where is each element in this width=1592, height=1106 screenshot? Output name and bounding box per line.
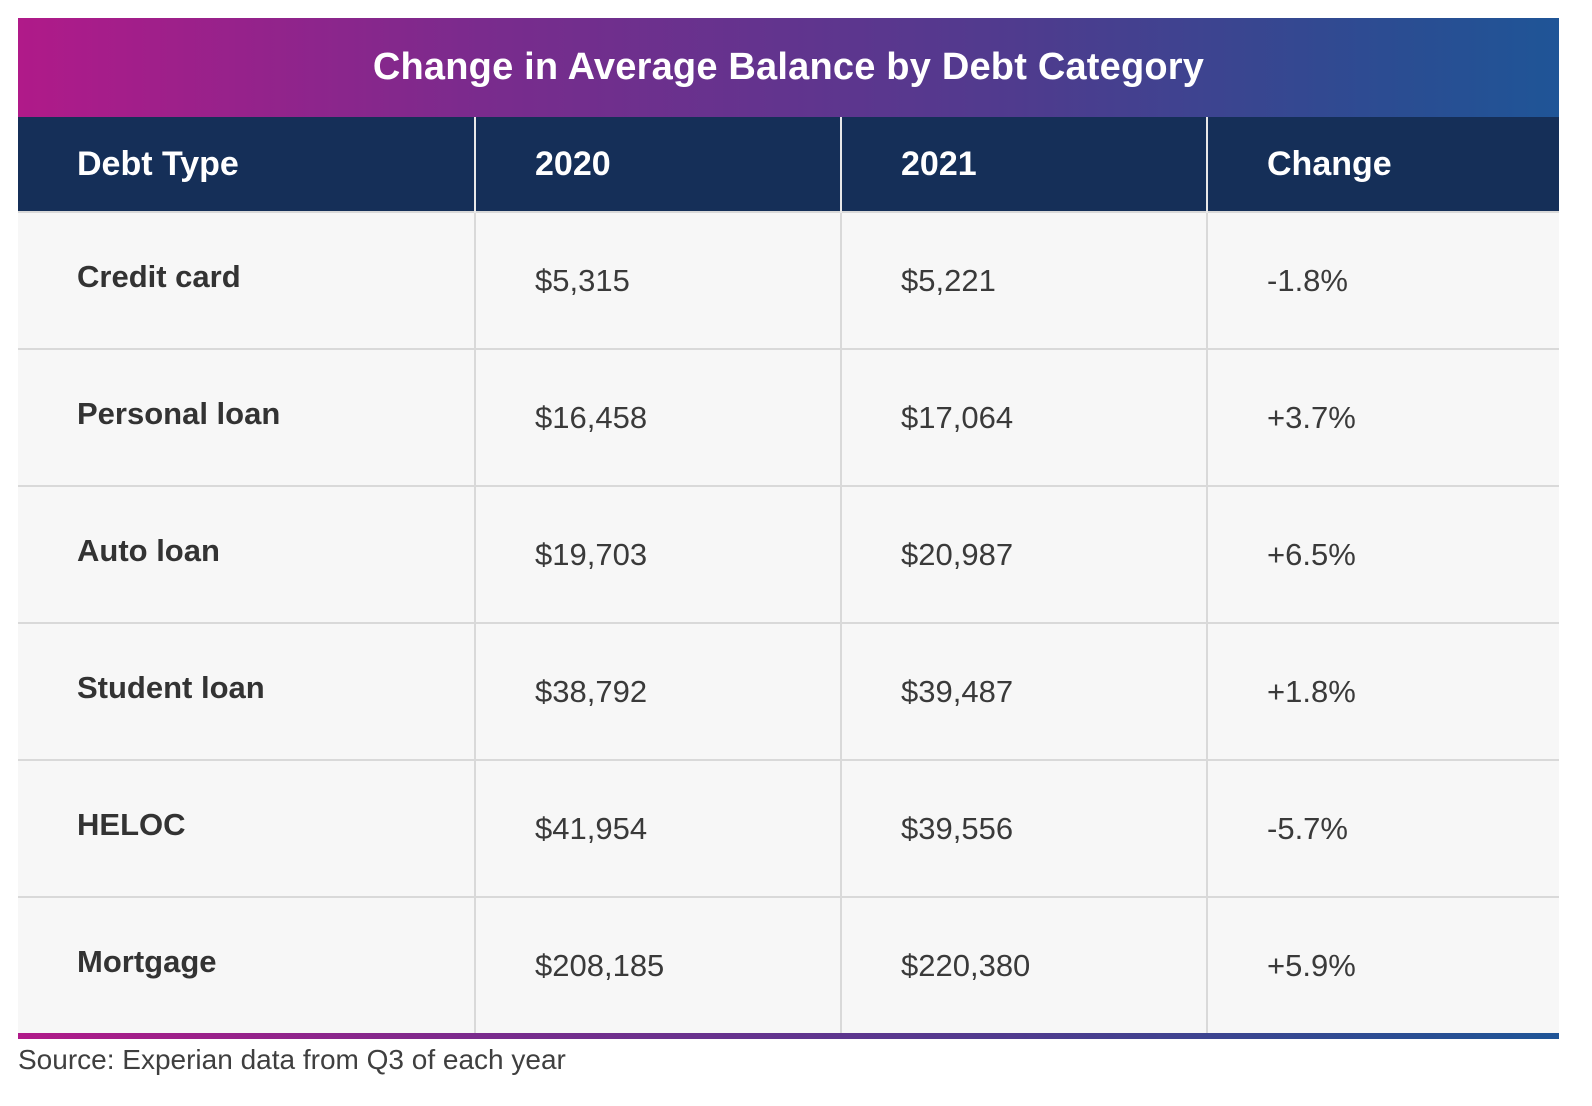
column-header-2020: 2020 [474, 117, 841, 212]
debt-type-cell: Credit card [18, 211, 475, 349]
debt-type-cell: HELOC [18, 759, 475, 897]
change-cell: -1.8% [1206, 211, 1559, 349]
column-header-2021: 2021 [840, 117, 1207, 212]
table-row: Personal loan $16,458 $17,064 +3.7% [18, 348, 1559, 486]
value-2020-cell: $5,315 [474, 211, 841, 349]
value-2020-cell: $208,185 [474, 896, 841, 1033]
debt-type-cell: Auto loan [18, 485, 475, 623]
change-cell: -5.7% [1206, 759, 1559, 897]
source-note: Source: Experian data from Q3 of each ye… [18, 1044, 566, 1075]
column-header-debt-type: Debt Type [18, 117, 475, 212]
value-2020-cell: $16,458 [474, 348, 841, 486]
debt-type-cell: Personal loan [18, 348, 475, 486]
table-row: Auto loan $19,703 $20,987 +6.5% [18, 485, 1559, 623]
value-2021-cell: $220,380 [840, 896, 1207, 1033]
value-2021-cell: $5,221 [840, 211, 1207, 349]
value-2020-cell: $41,954 [474, 759, 841, 897]
value-2021-cell: $39,487 [840, 622, 1207, 760]
change-cell: +5.9% [1206, 896, 1559, 1033]
table-row: Student loan $38,792 $39,487 +1.8% [18, 622, 1559, 760]
debt-type-cell: Student loan [18, 622, 475, 760]
table-row: Credit card $5,315 $5,221 -1.8% [18, 211, 1559, 349]
debt-table: Debt Type 2020 2021 Change Credit card $… [18, 117, 1559, 1033]
value-2020-cell: $19,703 [474, 485, 841, 623]
column-header-change: Change [1206, 117, 1559, 212]
bottom-gradient-bar [18, 1033, 1559, 1039]
value-2021-cell: $20,987 [840, 485, 1207, 623]
change-cell: +6.5% [1206, 485, 1559, 623]
change-cell: +3.7% [1206, 348, 1559, 486]
table-row: Mortgage $208,185 $220,380 +5.9% [18, 896, 1559, 1033]
title-text: Change in Average Balance by Debt Catego… [372, 46, 1205, 88]
table-container: Change in Average Balance by Debt Catego… [18, 18, 1559, 1039]
chart-title: Change in Average Balance by Debt Catego… [18, 18, 1559, 117]
header-row: Debt Type 2020 2021 Change [18, 117, 1559, 212]
table-row: HELOC $41,954 $39,556 -5.7% [18, 759, 1559, 897]
change-cell: +1.8% [1206, 622, 1559, 760]
debt-type-cell: Mortgage [18, 896, 475, 1033]
value-2021-cell: $17,064 [840, 348, 1207, 486]
value-2020-cell: $38,792 [474, 622, 841, 760]
value-2021-cell: $39,556 [840, 759, 1207, 897]
